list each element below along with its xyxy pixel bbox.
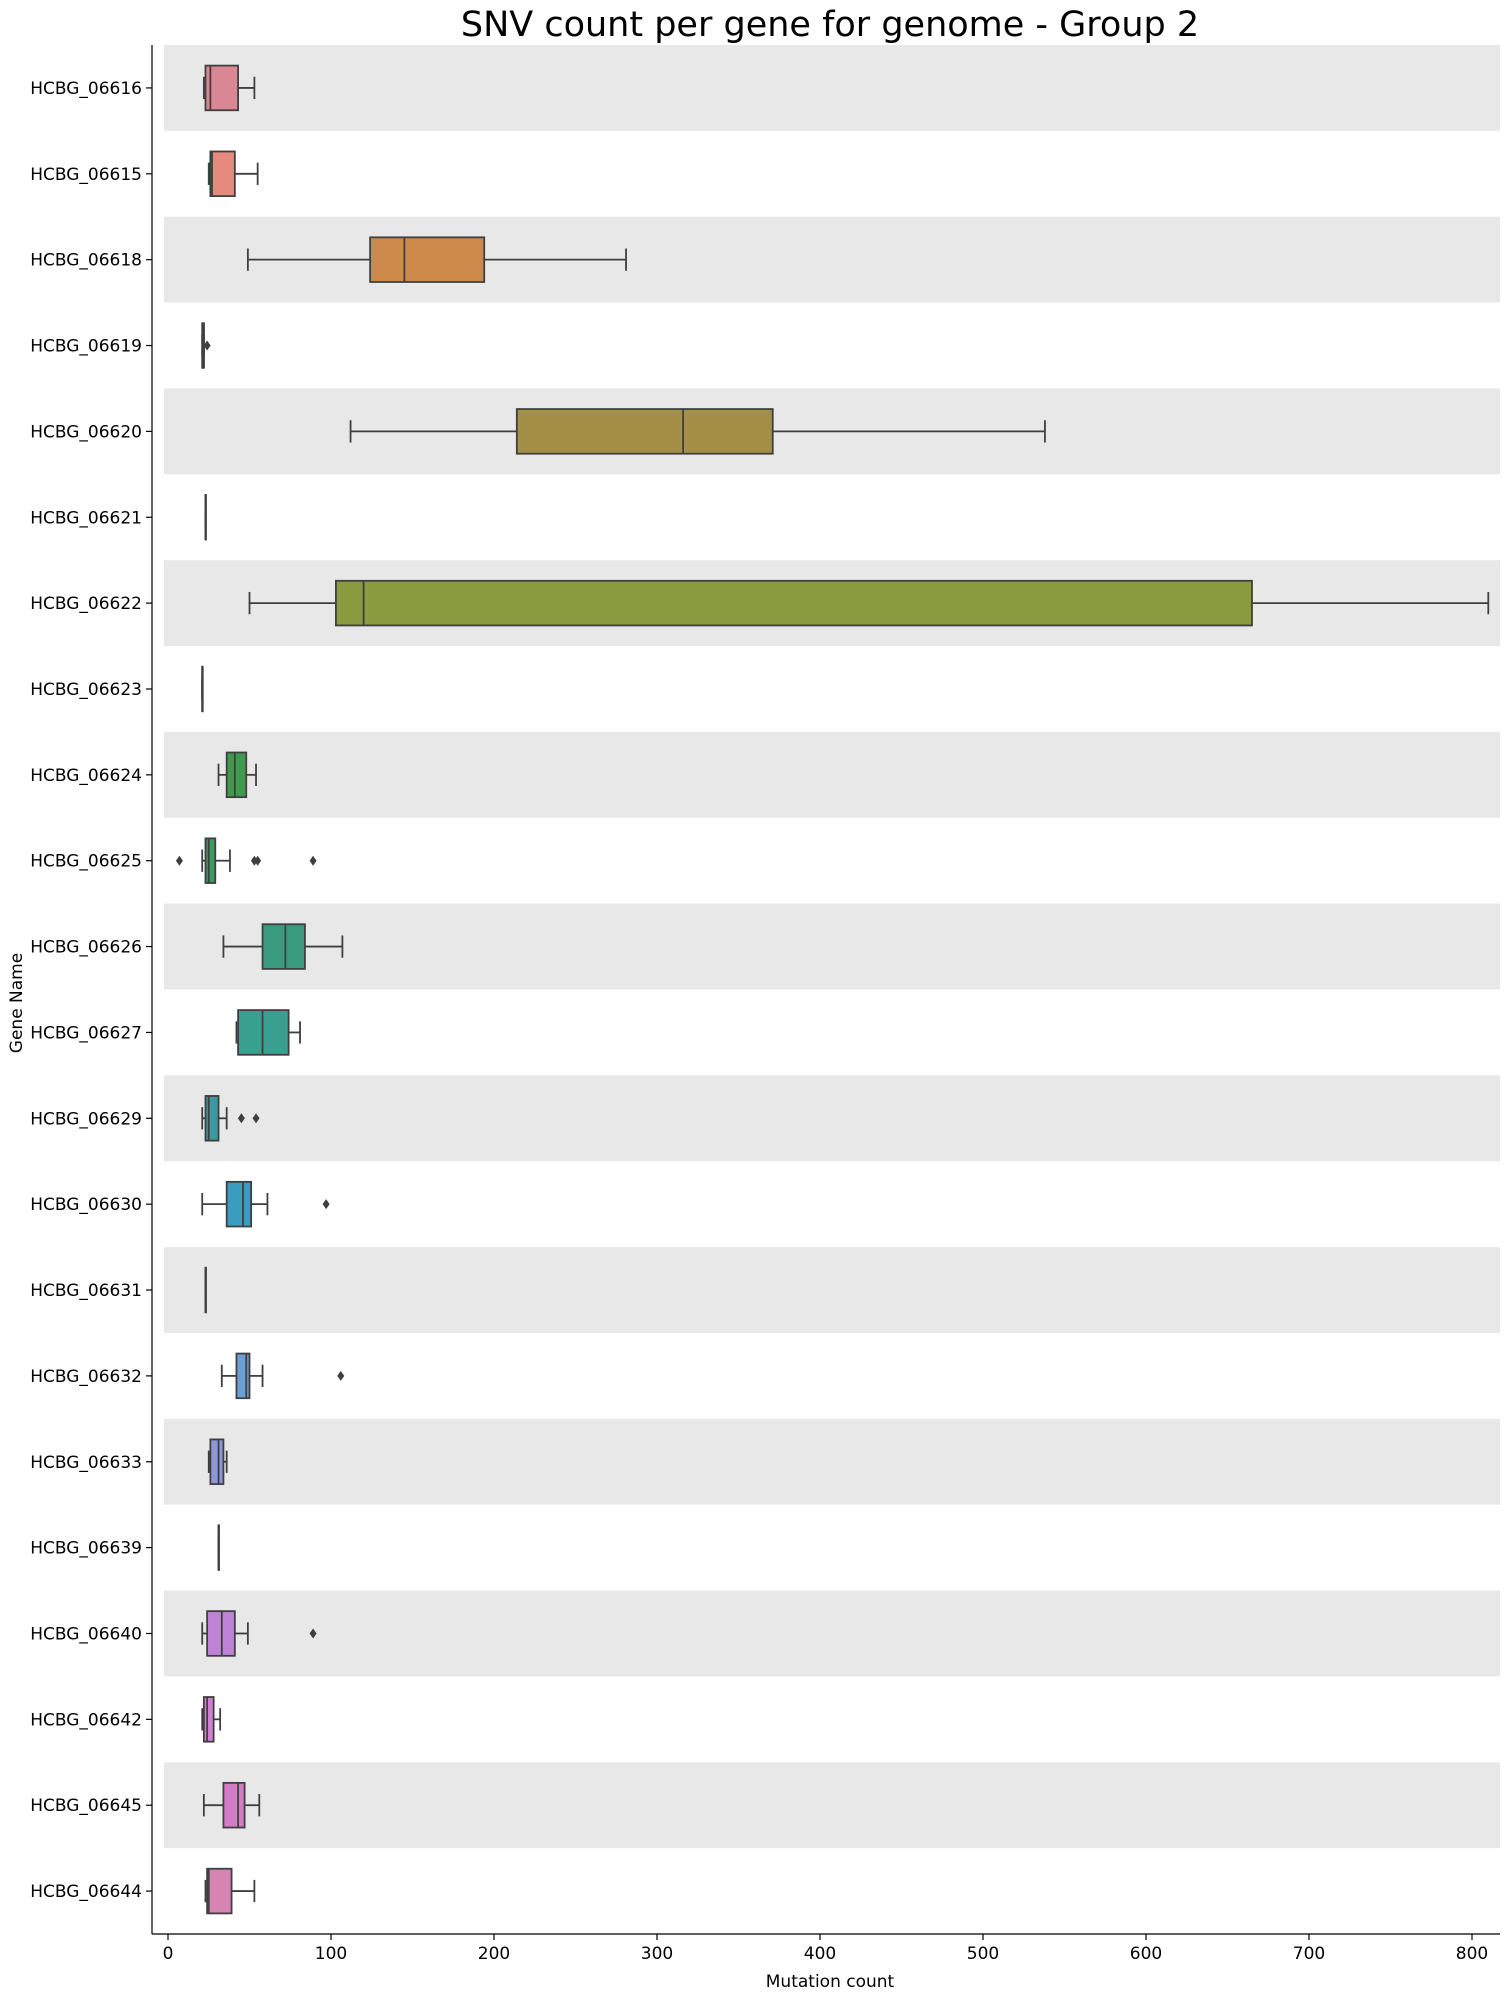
box-hcbg_06632: [220, 1352, 345, 1400]
x-axis-label: Mutation count: [766, 1972, 895, 1992]
x-tick-label: 400: [804, 1944, 836, 1964]
y-tick-label: HCBG_06633: [30, 1453, 142, 1473]
iqr-box: [222, 1781, 246, 1829]
box-series: [175, 64, 1490, 1915]
y-tick-label: HCBG_06645: [30, 1796, 142, 1816]
row-band: [164, 1247, 1500, 1333]
box-hcbg_06623: [201, 665, 204, 713]
y-tick-label: HCBG_06623: [30, 680, 142, 700]
row-band: [164, 1418, 1500, 1505]
iqr-box: [334, 579, 1253, 627]
y-tick-label: HCBG_06642: [30, 1710, 142, 1730]
y-tick-label: HCBG_06620: [30, 422, 142, 442]
y-tick-label: HCBG_06627: [30, 1023, 142, 1043]
y-tick-label: HCBG_06615: [30, 165, 142, 185]
y-tick-label: HCBG_06619: [30, 337, 142, 357]
row-band: [164, 45, 1500, 131]
y-tick-label: HCBG_06629: [30, 1109, 142, 1129]
box-hcbg_06619: [201, 322, 211, 369]
box-hcbg_06645: [202, 1781, 261, 1829]
outlier-point: [309, 1628, 317, 1639]
row-band: [164, 1762, 1500, 1849]
box-hcbg_06642: [201, 1696, 222, 1743]
outlier-point: [254, 855, 262, 866]
outlier-point: [252, 1113, 260, 1124]
x-tick-label: 200: [478, 1944, 510, 1964]
box-hcbg_06618: [246, 236, 627, 283]
y-tick-labels: HCBG_06616 HCBG_06615 HCBG_06618 HCBG_06619…: [30, 79, 152, 1902]
x-tick-label: 500: [967, 1944, 999, 1964]
y-tick-label: HCBG_06616: [30, 79, 142, 99]
y-tick-label: HCBG_06631: [30, 1281, 142, 1301]
x-tick-labels: 0 100 200 300 400 500 600 700 800: [163, 1934, 1488, 1964]
box-hcbg_06615: [207, 150, 259, 198]
y-tick-label: HCBG_06626: [30, 938, 142, 958]
chart-title: SNV count per gene for genome - Group 2: [461, 5, 1199, 45]
x-tick-label: 100: [315, 1944, 347, 1964]
box-hcbg_06629: [201, 1095, 260, 1142]
x-tick-label: 300: [641, 1944, 673, 1964]
row-band: [164, 731, 1500, 818]
box-hcbg_06616: [202, 64, 256, 112]
iqr-box: [261, 923, 306, 970]
y-tick-label: HCBG_06640: [30, 1624, 142, 1644]
iqr-box: [204, 837, 217, 884]
box-hcbg_06633: [207, 1438, 228, 1485]
iqr-box: [369, 236, 486, 283]
outlier-point: [175, 855, 183, 866]
outlier-point: [309, 855, 317, 866]
iqr-box: [209, 150, 236, 198]
outlier-point: [237, 1113, 245, 1124]
row-band: [164, 903, 1500, 990]
x-tick-label: 600: [1130, 1944, 1162, 1964]
x-tick-label: 0: [163, 1944, 174, 1964]
box-hcbg_06631: [204, 1266, 207, 1314]
box-hcbg_06624: [217, 751, 257, 799]
box-hcbg_06626: [222, 923, 344, 970]
y-axis-label: Gene Name: [7, 953, 27, 1053]
iqr-box: [225, 1180, 253, 1228]
y-tick-label: HCBG_06618: [30, 251, 142, 271]
box-hcbg_06625: [175, 837, 317, 884]
outlier-point: [337, 1370, 345, 1381]
x-tick-label: 700: [1293, 1944, 1325, 1964]
box-hcbg_06640: [201, 1610, 317, 1657]
outlier-point: [203, 340, 211, 351]
row-band: [164, 1590, 1500, 1677]
box-hcbg_06622: [248, 579, 1490, 627]
iqr-box: [515, 408, 774, 455]
y-tick-label: HCBG_06632: [30, 1367, 142, 1387]
axes: [151, 45, 1500, 1935]
y-tick-label: HCBG_06639: [30, 1539, 142, 1559]
box-hcbg_06644: [204, 1867, 256, 1915]
iqr-box: [204, 1095, 220, 1142]
row-band: [164, 1075, 1500, 1162]
iqr-box: [225, 751, 248, 799]
x-tick-label: 800: [1456, 1944, 1488, 1964]
box-hcbg_06621: [204, 494, 207, 541]
outlier-point: [322, 1199, 330, 1210]
y-tick-label: HCBG_06630: [30, 1195, 142, 1215]
box-hcbg_06620: [349, 408, 1046, 455]
iqr-box: [209, 1438, 225, 1485]
iqr-box: [206, 1867, 233, 1915]
y-tick-label: HCBG_06622: [30, 594, 142, 614]
y-tick-label: HCBG_06624: [30, 766, 142, 786]
box-hcbg_06627: [235, 1009, 301, 1056]
box-hcbg_06639: [217, 1524, 220, 1571]
iqr-box: [235, 1352, 251, 1400]
box-hcbg_06630: [201, 1180, 330, 1228]
iqr-box: [202, 1696, 215, 1743]
y-tick-label: HCBG_06644: [30, 1882, 142, 1902]
y-tick-label: HCBG_06621: [30, 508, 142, 528]
y-tick-label: HCBG_06625: [30, 852, 142, 872]
